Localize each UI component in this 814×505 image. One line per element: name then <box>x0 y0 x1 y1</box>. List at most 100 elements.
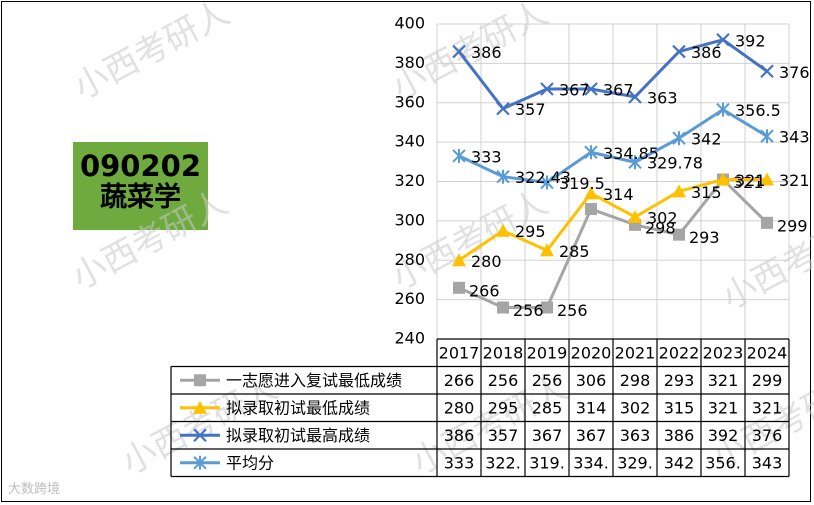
data-point <box>540 243 554 257</box>
data-point <box>760 129 774 144</box>
data-point <box>452 253 466 267</box>
table-value: 367 <box>576 426 607 445</box>
table-value: 298 <box>620 371 651 390</box>
data-label: 295 <box>515 222 546 241</box>
data-point <box>760 64 774 79</box>
data-label: 386 <box>691 43 722 62</box>
table-value: 266 <box>444 371 475 390</box>
data-label: 256 <box>513 301 544 320</box>
data-label: 333 <box>471 147 502 166</box>
legend-marker <box>194 374 206 387</box>
data-point <box>716 32 730 47</box>
legend-series-name: 拟录取初试最高成绩 <box>226 426 370 445</box>
table-header-year: 2020 <box>571 343 612 362</box>
data-label: 334.85 <box>603 144 659 163</box>
data-label: 322.43 <box>515 168 571 187</box>
data-point <box>672 44 686 59</box>
y-tick-label: 300 <box>394 210 425 229</box>
subject-code-box: 090202 蔬菜学 <box>73 142 208 230</box>
data-point <box>628 90 642 104</box>
table-value: 376 <box>752 426 783 445</box>
data-point <box>584 186 598 200</box>
table-header-year: 2021 <box>615 343 656 362</box>
y-tick-label: 240 <box>394 329 425 348</box>
data-label: 343 <box>779 128 810 147</box>
data-label: 363 <box>647 88 678 107</box>
y-tick-label: 340 <box>394 132 425 151</box>
table-header-year: 2019 <box>527 343 568 362</box>
data-point <box>584 145 598 160</box>
data-label: 319.5 <box>559 174 605 193</box>
data-label: 357 <box>515 100 546 119</box>
data-label: 356.5 <box>735 101 781 120</box>
series-3 <box>452 102 774 190</box>
data-point <box>452 148 466 163</box>
table-header-year: 2022 <box>659 343 700 362</box>
data-point <box>716 102 730 117</box>
data-label: 321 <box>779 171 810 190</box>
data-point <box>585 203 597 216</box>
series-2 <box>452 32 774 116</box>
table-value: 315 <box>664 398 695 417</box>
legend-marker <box>193 428 207 443</box>
data-point <box>496 101 510 116</box>
watermark-text: 小西考研人 <box>65 183 234 298</box>
data-point <box>672 184 686 198</box>
data-point <box>760 172 774 186</box>
data-label: 266 <box>469 281 500 300</box>
y-tick-label: 360 <box>394 92 425 111</box>
data-point <box>496 169 510 184</box>
legend-marker <box>193 400 207 414</box>
data-label: 285 <box>559 242 590 261</box>
table-header-year: 2024 <box>747 343 788 362</box>
data-point <box>584 82 598 96</box>
data-point <box>761 216 773 229</box>
data-point <box>497 301 509 314</box>
data-label: 314 <box>603 185 634 204</box>
data-point <box>673 228 685 241</box>
data-point <box>628 209 642 223</box>
data-point <box>540 175 554 190</box>
table-value: 357 <box>488 426 519 445</box>
data-label: 280 <box>471 252 502 271</box>
table-value: 319. <box>529 453 565 472</box>
series-line <box>458 107 768 185</box>
data-label: 367 <box>603 80 634 99</box>
data-point <box>672 131 686 146</box>
table-value: 329. <box>617 453 653 472</box>
data-label: 293 <box>689 228 720 247</box>
data-point <box>540 82 554 96</box>
legend-series-name: 平均分 <box>226 453 274 472</box>
data-label: 329.78 <box>647 154 703 173</box>
table-value: 321 <box>708 398 739 417</box>
data-label: 256 <box>557 301 588 320</box>
series-line <box>457 38 768 111</box>
table-value: 306 <box>576 371 607 390</box>
y-tick-label: 380 <box>394 53 425 72</box>
y-tick-label: 400 <box>394 14 425 33</box>
table-value: 285 <box>532 398 563 417</box>
table-value: 256 <box>532 371 563 390</box>
table-value: 322. <box>485 453 521 472</box>
table-value: 293 <box>664 371 695 390</box>
series-line <box>458 178 767 262</box>
table-value: 386 <box>664 426 695 445</box>
series-1 <box>452 172 774 267</box>
data-label: 386 <box>471 43 502 62</box>
data-label: 298 <box>645 218 676 237</box>
footer-watermark: 大数跨境 <box>8 482 61 497</box>
table-value: 256 <box>488 371 519 390</box>
data-table <box>170 338 790 478</box>
legend-series-name: 一志愿进入复试最低成绩 <box>226 371 402 390</box>
subject-code: 090202 <box>79 149 202 183</box>
data-label: 299 <box>777 216 808 235</box>
table-value: 343 <box>752 453 783 472</box>
data-label: 392 <box>735 31 766 50</box>
table-value: 363 <box>620 426 651 445</box>
table-value: 367 <box>532 426 563 445</box>
grid-lines <box>436 23 790 340</box>
data-point <box>716 172 730 186</box>
series-line <box>458 177 769 309</box>
